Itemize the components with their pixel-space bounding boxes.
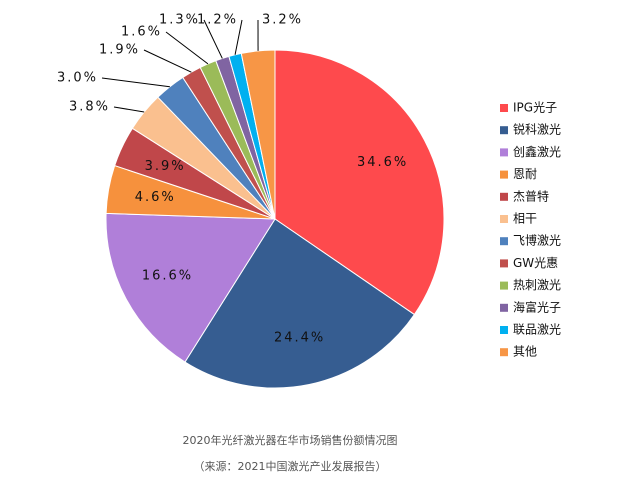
legend-swatch	[500, 171, 508, 179]
legend-label: 热刺激光	[513, 278, 561, 292]
value-label: 1.3%	[159, 13, 200, 28]
leader-line	[102, 78, 170, 87]
legend-label: GW光惠	[513, 256, 558, 270]
legend-swatch	[500, 104, 508, 112]
value-label: 24.4%	[274, 331, 325, 346]
value-label: 1.9%	[99, 43, 140, 58]
value-label: 16.6%	[142, 269, 193, 284]
leader-line	[144, 50, 191, 72]
legend-swatch	[500, 326, 508, 334]
legend-label: 联品激光	[513, 323, 561, 337]
legend-label: 杰普特	[513, 188, 549, 203]
value-label: 3.2%	[262, 13, 303, 28]
legend-swatch	[500, 215, 508, 223]
value-label: 3.9%	[145, 159, 186, 174]
legend-swatch	[500, 193, 508, 201]
legend-swatch	[500, 348, 508, 356]
legend-label: IPG光子	[513, 101, 557, 115]
value-label: 1.6%	[121, 25, 162, 40]
legend-label: 锐科激光	[513, 123, 561, 137]
legend-swatch	[500, 148, 508, 156]
legend-swatch	[500, 282, 508, 290]
legend-swatch	[500, 237, 508, 245]
legend-label: 恩耐	[513, 167, 537, 181]
source: （来源：2021中国激光产业发展报告）	[194, 459, 387, 473]
legend-label: 创鑫激光	[513, 144, 561, 159]
legend-swatch	[500, 304, 508, 312]
value-label: 34.6%	[357, 155, 408, 170]
legend-label: 海富光子	[513, 299, 561, 314]
legend-label: 相干	[513, 212, 537, 226]
legend-label: 其他	[513, 345, 537, 359]
legend-swatch	[500, 259, 508, 267]
legend-swatch	[500, 126, 508, 134]
leader-line	[114, 107, 144, 112]
value-label: 1.2%	[197, 13, 238, 28]
caption: 2020年光纤激光器在华市场销售份额情况图	[183, 433, 398, 447]
leader-line	[166, 32, 208, 64]
value-label: 3.8%	[69, 100, 110, 115]
value-label: 4.6%	[135, 190, 176, 205]
value-label: 3.0%	[57, 71, 98, 86]
legend-label: 飞博激光	[513, 233, 561, 248]
